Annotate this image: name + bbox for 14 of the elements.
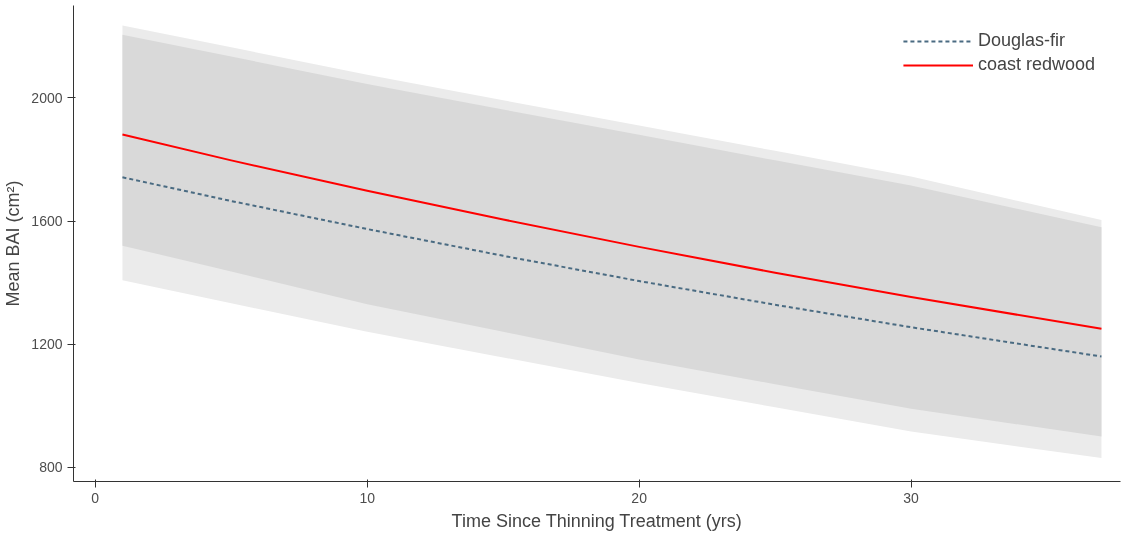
x-tick-label: 30 (903, 489, 920, 506)
y-tick-label: 2000 (31, 89, 63, 106)
legend-label: coast redwood (977, 54, 1095, 75)
y-tick-label: 800 (39, 459, 63, 476)
x-tick-label: 20 (631, 489, 648, 506)
y-tick-label: 1200 (31, 336, 63, 353)
y-tick-label: 1600 (31, 213, 63, 230)
legend-label: Douglas-fir (977, 30, 1065, 51)
x-tick-label: 10 (359, 489, 376, 506)
x-axis-title: Time Since Thinning Treatment (yrs) (451, 510, 742, 531)
y-axis-title: Mean BAI (cm²) (3, 180, 24, 307)
line-series (121, 176, 1103, 358)
line-series (121, 133, 1103, 330)
x-tick-label: 0 (91, 489, 100, 506)
